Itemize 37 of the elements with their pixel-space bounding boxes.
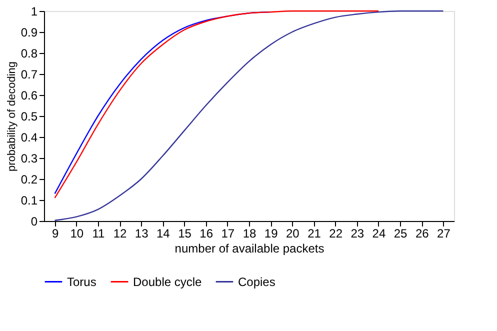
x-tick-label: 17 xyxy=(221,226,235,240)
x-tick-label: 12 xyxy=(113,226,128,240)
x-tick-label: 21 xyxy=(308,226,322,240)
x-tick-label: 14 xyxy=(156,226,170,240)
x-tick-label: 9 xyxy=(52,226,59,240)
x-tick-label: 16 xyxy=(200,226,214,240)
y-axis-title: probability of decoding xyxy=(6,61,18,172)
line-series xyxy=(54,10,444,221)
y-tick-label: 0.1 xyxy=(20,194,38,208)
x-tick-label: 25 xyxy=(394,226,408,240)
x-tick-label: 22 xyxy=(329,226,343,240)
y-tick-label: 0.4 xyxy=(20,130,38,144)
x-tick-label: 26 xyxy=(415,226,430,240)
x-tick-label: 27 xyxy=(437,226,451,240)
y-tick-label: 0.9 xyxy=(20,26,38,40)
y-tick-label: 1 xyxy=(30,4,38,18)
y-tick-label: 0.5 xyxy=(20,110,38,124)
legend-label: Copies xyxy=(238,274,276,289)
x-tick-label: 10 xyxy=(70,226,84,240)
x-tick-label: 18 xyxy=(242,226,256,240)
x-tick-label: 11 xyxy=(92,226,105,240)
y-tick-label: 0.3 xyxy=(20,152,38,166)
legend-label: Torus xyxy=(67,274,96,289)
x-axis-title: number of available packets xyxy=(174,242,324,256)
legend-label: Double cycle xyxy=(133,274,202,289)
y-tick-label: 0.2 xyxy=(20,172,38,186)
x-tick-label: 19 xyxy=(264,226,278,240)
line-series xyxy=(54,10,380,198)
y-tick-label: 0.6 xyxy=(20,88,38,102)
x-tick-label: 13 xyxy=(134,226,149,240)
x-tick-label: 24 xyxy=(372,226,386,240)
x-tick-label: 15 xyxy=(178,226,192,240)
y-tick-label: 0.8 xyxy=(20,46,38,60)
x-tick-label: 23 xyxy=(350,226,364,240)
y-tick-label: 0.7 xyxy=(20,68,38,82)
y-tick-label: 0 xyxy=(30,214,38,228)
x-tick-label: 20 xyxy=(286,226,300,240)
